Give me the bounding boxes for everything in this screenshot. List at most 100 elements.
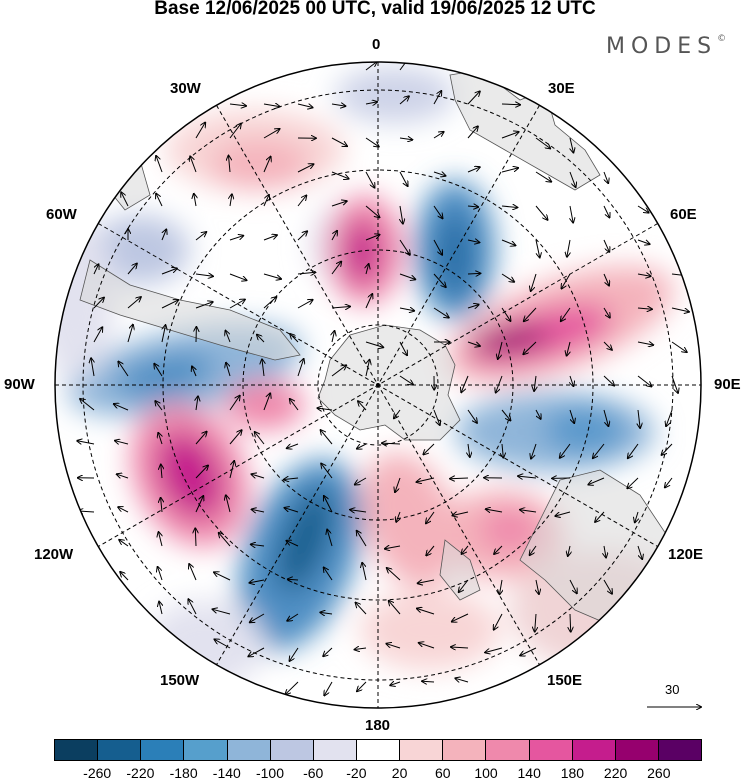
- wind-arrow: [455, 678, 469, 682]
- wind-arrow: [77, 441, 95, 444]
- wind-arrow: [570, 375, 573, 386]
- wind-arrow: [158, 433, 162, 445]
- colorbar-ticks: -260 -220 -180 -140 -100 -60 -20 20 60 100 140 180 2…: [0, 765, 750, 783]
- wind-arrow: [248, 647, 265, 656]
- wind-arrow: [433, 205, 443, 218]
- label-60w: 60W: [46, 206, 77, 223]
- wind-arrow: [637, 205, 649, 213]
- wind-arrow: [535, 239, 540, 257]
- wind-arrow: [603, 341, 612, 350]
- wind-arrow: [498, 341, 503, 359]
- wind-arrow: [194, 194, 196, 207]
- wind-arrow: [263, 393, 270, 411]
- wind-arrow: [450, 478, 469, 479]
- wind-arrow: [226, 495, 231, 513]
- wind-arrow: [365, 171, 375, 188]
- wind-arrow: [251, 544, 265, 546]
- wind-arrow: [192, 367, 196, 377]
- wind-arrow: [588, 477, 605, 485]
- wind-arrow: [195, 496, 203, 513]
- wind-arrow: [561, 307, 571, 321]
- wind-arrow: [159, 602, 162, 615]
- wind-arrow: [567, 239, 570, 257]
- wind-arrow: [159, 532, 163, 547]
- colorbar-swatch: [615, 740, 659, 760]
- wind-arrow: [418, 580, 435, 583]
- wind-arrow: [195, 123, 205, 139]
- wind-arrow: [117, 474, 129, 478]
- wind-arrow: [462, 545, 469, 554]
- wind-arrow: [263, 157, 271, 173]
- wind-arrow: [188, 599, 197, 615]
- wind-arrow: [467, 206, 478, 207]
- wind-arrow: [297, 104, 313, 108]
- wind-arrow: [229, 461, 234, 479]
- wind-arrow: [467, 167, 480, 173]
- label-120w: 120W: [34, 546, 74, 563]
- wind-arrow: [219, 533, 231, 547]
- label-90w: 90W: [4, 376, 35, 393]
- wind-arrow: [297, 231, 307, 241]
- wind-arrow: [467, 126, 478, 139]
- wind-arrow: [263, 297, 276, 309]
- wind-arrow: [387, 568, 401, 581]
- wind-arrow: [320, 612, 333, 614]
- map-boundary: [54, 61, 702, 709]
- wind-arrow: [297, 196, 306, 207]
- wind-arrow: [331, 201, 347, 207]
- wind-arrow: [365, 341, 383, 347]
- colorbar-swatch: [98, 740, 142, 760]
- wind-arrow: [603, 239, 609, 252]
- wind-vectors: [77, 62, 689, 696]
- wind-arrow: [365, 294, 372, 309]
- wind-arrow: [603, 579, 612, 594]
- wind-arrow: [433, 172, 446, 176]
- wind-arrow: [365, 235, 380, 241]
- wind-arrow: [229, 124, 241, 139]
- wind-arrow: [595, 511, 605, 522]
- wind-arrow: [226, 331, 231, 343]
- wind-arrow: [229, 430, 242, 445]
- wind-arrow: [536, 579, 539, 594]
- modes-logo: MODES©: [606, 34, 727, 59]
- colorbar-tick-label: 60: [435, 765, 451, 781]
- wind-arrow: [569, 171, 576, 187]
- wind-arrow: [671, 307, 689, 312]
- wind-arrow: [263, 235, 277, 241]
- wind-arrow: [603, 307, 610, 318]
- wind-arrow: [569, 409, 574, 423]
- wind-arrow: [520, 510, 537, 512]
- wind-arrow: [467, 341, 480, 346]
- wind-arrow: [118, 507, 129, 513]
- wind-arrow: [400, 205, 403, 224]
- wind-arrow: [419, 643, 435, 649]
- wind-arrow: [365, 102, 377, 104]
- wind-arrow: [215, 639, 231, 649]
- wind-arrow: [390, 682, 401, 685]
- wind-arrow: [156, 156, 163, 173]
- wind-arrow: [520, 647, 537, 656]
- colorbar-tick-label: -100: [255, 765, 285, 781]
- wind-arrow: [637, 545, 642, 559]
- wind-arrow: [80, 399, 95, 411]
- wind-arrow: [523, 341, 537, 354]
- wind-arrow: [399, 239, 410, 255]
- wind-arrow: [570, 613, 571, 632]
- colorbar-tick-label: 260: [647, 765, 671, 781]
- wind-arrow: [252, 509, 265, 512]
- wind-arrow: [155, 401, 163, 411]
- colorbar-tick-label: 180: [560, 765, 585, 781]
- wind-arrow: [467, 240, 479, 243]
- wind-arrow: [250, 613, 265, 622]
- wind-arrow: [637, 375, 652, 387]
- wind-arrow: [331, 262, 341, 275]
- wind-arrow: [190, 156, 197, 173]
- wind-arrow: [365, 360, 370, 377]
- colorbar-tick-label: -220: [126, 765, 155, 781]
- wind-arrow: [637, 308, 652, 309]
- wind-arrow: [628, 443, 639, 458]
- wind-arrow: [127, 297, 141, 309]
- wind-arrow: [530, 545, 537, 555]
- wind-arrow: [358, 401, 367, 411]
